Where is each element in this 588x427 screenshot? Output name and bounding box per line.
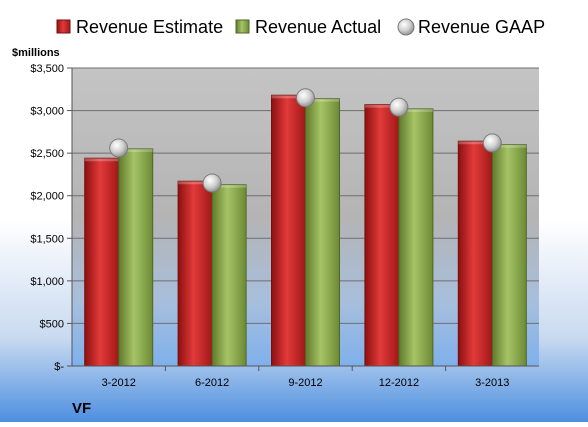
y-tick-label: $- xyxy=(54,361,64,373)
bar-revenue-actual xyxy=(118,148,154,367)
x-tick-label: 3-2012 xyxy=(102,377,136,389)
bar-revenue-actual xyxy=(211,184,247,367)
marker-revenue-gaap xyxy=(482,133,502,153)
x-tick-label: 6-2012 xyxy=(195,377,229,389)
legend-item: Revenue GAAP xyxy=(397,17,545,37)
bar-highlight xyxy=(178,181,213,185)
legend-label: Revenue Actual xyxy=(255,17,381,37)
legend-swatch xyxy=(56,19,71,34)
legend: Revenue Estimate Revenue Actual Revenue GA… xyxy=(56,17,545,37)
bars xyxy=(84,94,527,367)
bar-revenue-actual xyxy=(398,108,434,367)
y-tick-label: $3,500 xyxy=(30,63,64,75)
bar-highlight xyxy=(271,95,306,99)
y-axis-label: $millions xyxy=(12,47,60,59)
x-tick-label: 12-2012 xyxy=(379,377,419,389)
bar-revenue-estimate xyxy=(177,180,213,367)
legend-item: Revenue Estimate xyxy=(56,17,223,37)
bar-highlight xyxy=(364,104,399,108)
bar-highlight xyxy=(84,158,119,162)
axes: $- $500 $1,000 $1,500 $2,000 $2,500 $3,000 $3,5… xyxy=(30,63,539,389)
marker-revenue-gaap xyxy=(109,138,129,158)
bar-highlight xyxy=(492,144,527,148)
legend-label: Revenue Estimate xyxy=(76,17,223,37)
marker-revenue-gaap xyxy=(389,97,409,117)
marker-revenue-gaap xyxy=(202,173,222,193)
bar-highlight xyxy=(398,108,433,112)
y-tick-label: $2,000 xyxy=(30,191,64,203)
y-tick-label: $1,000 xyxy=(30,276,64,288)
y-tick-label: $2,500 xyxy=(30,148,64,160)
bar-revenue-estimate xyxy=(271,94,306,367)
legend-swatch xyxy=(397,18,415,36)
marker-revenue-gaap xyxy=(296,88,315,108)
gaap-markers xyxy=(109,88,502,193)
y-tick-label: $1,500 xyxy=(30,233,64,245)
company-label: VF xyxy=(72,400,91,417)
legend-swatch xyxy=(235,19,250,34)
bar-highlight xyxy=(305,98,340,102)
bar-revenue-estimate xyxy=(457,140,493,367)
x-tick-label: 9-2012 xyxy=(288,377,322,389)
bar-revenue-actual xyxy=(305,98,340,367)
y-tick-label: $3,000 xyxy=(30,106,64,118)
bar-highlight xyxy=(212,184,247,188)
bar-revenue-estimate xyxy=(364,104,400,367)
legend-item: Revenue Actual xyxy=(235,17,381,37)
bar-highlight xyxy=(118,148,153,152)
bar-revenue-actual xyxy=(491,144,527,367)
bar-highlight xyxy=(458,141,493,145)
bar-revenue-estimate xyxy=(84,157,120,367)
legend-label: Revenue GAAP xyxy=(418,17,545,37)
y-tick-label: $500 xyxy=(40,318,64,330)
x-tick-label: 3-2013 xyxy=(475,377,509,389)
